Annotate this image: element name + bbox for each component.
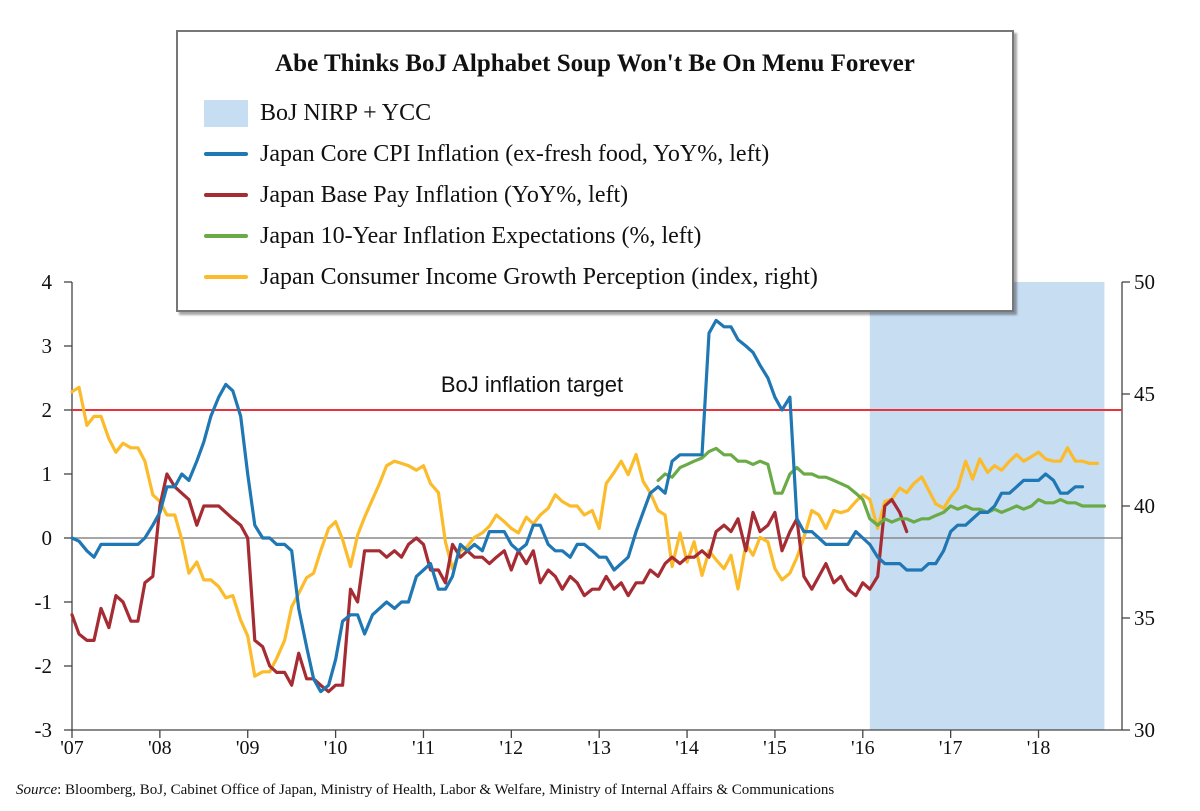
legend-label: Japan Core CPI Inflation (ex-fresh food,…: [260, 140, 770, 167]
source-note: Source: Bloomberg, BoJ, Cabinet Office o…: [16, 782, 834, 799]
x-tick-label: '17: [939, 737, 963, 759]
legend-swatch-inflation-expectations: [204, 234, 248, 238]
legend-item-core-cpi: Japan Core CPI Inflation (ex-fresh food,…: [204, 136, 769, 172]
legend-label: Japan 10-Year Inflation Expectations (%,…: [260, 222, 702, 249]
y-right-tick-label: 30: [1134, 718, 1155, 742]
series-line-2: [656, 446, 1106, 527]
target-annotation: BoJ inflation target: [441, 372, 623, 397]
x-tick-label: '08: [148, 737, 172, 759]
legend-label: Japan Base Pay Inflation (YoY%, left): [260, 181, 629, 208]
y-left-tick-label: -3: [35, 718, 53, 742]
x-tick-label: '09: [236, 737, 260, 759]
x-tick-label: '18: [1027, 737, 1051, 759]
legend-swatch-income-perception: [204, 275, 248, 279]
y-left-tick-label: 2: [42, 398, 53, 422]
legend-swatch-shaded: [204, 99, 248, 127]
x-tick-label: '12: [500, 737, 524, 759]
y-right-tick-label: 50: [1134, 270, 1155, 294]
series-line-0: [70, 318, 1085, 694]
y-left-tick-label: 4: [42, 270, 53, 294]
legend-item-base-pay: Japan Base Pay Inflation (YoY%, left): [204, 177, 628, 213]
chart-title: Abe Thinks BoJ Alphabet Soup Won't Be On…: [275, 50, 915, 77]
source-text: : Bloomberg, BoJ, Cabinet Office of Japa…: [57, 782, 835, 798]
shaded-region-layer: [869, 282, 1105, 730]
source-prefix: Source: [16, 782, 58, 798]
x-tick-label: '15: [763, 737, 787, 759]
legend-label: BoJ NIRP + YCC: [260, 99, 432, 126]
series-line-3: [70, 385, 1099, 678]
legend-swatch-core-cpi: [204, 152, 248, 156]
series-line-1: [70, 472, 909, 694]
y-left-tick-label: 1: [42, 462, 53, 486]
y-left-tick-label: 0: [42, 526, 53, 550]
y-left-tick-label: 3: [42, 334, 53, 358]
y-right-tick-label: 35: [1134, 606, 1155, 630]
shaded-region-nirp-ycc: [869, 282, 1105, 730]
y-right-tick-label: 40: [1134, 494, 1155, 518]
y-left-tick-label: -2: [35, 654, 53, 678]
legend-swatch-base-pay: [204, 193, 248, 197]
y-left-tick-label: -1: [35, 590, 53, 614]
x-tick-label: '14: [675, 737, 699, 759]
x-tick-label: '07: [60, 737, 84, 759]
legend-item-income-perception: Japan Consumer Income Growth Perception …: [204, 259, 818, 295]
y-right-tick-label: 45: [1134, 382, 1155, 406]
series-layer: [70, 318, 1106, 694]
axes-layer: 4 3 2 1 0 -1 -2 -3 50 45 40 35 30 '07 '08 '09 '10 '11 '12 '…: [35, 270, 1156, 759]
legend-label: Japan Consumer Income Growth Perception …: [260, 263, 818, 290]
legend-item-shaded: BoJ NIRP + YCC: [204, 95, 431, 131]
x-tick-label: '11: [412, 737, 435, 759]
legend-box: Abe Thinks BoJ Alphabet Soup Won't Be On…: [176, 30, 1014, 312]
x-tick-label: '13: [587, 737, 611, 759]
x-tick-label: '10: [324, 737, 348, 759]
legend-item-inflation-expectations: Japan 10-Year Inflation Expectations (%,…: [204, 218, 701, 254]
x-tick-label: '16: [851, 737, 875, 759]
